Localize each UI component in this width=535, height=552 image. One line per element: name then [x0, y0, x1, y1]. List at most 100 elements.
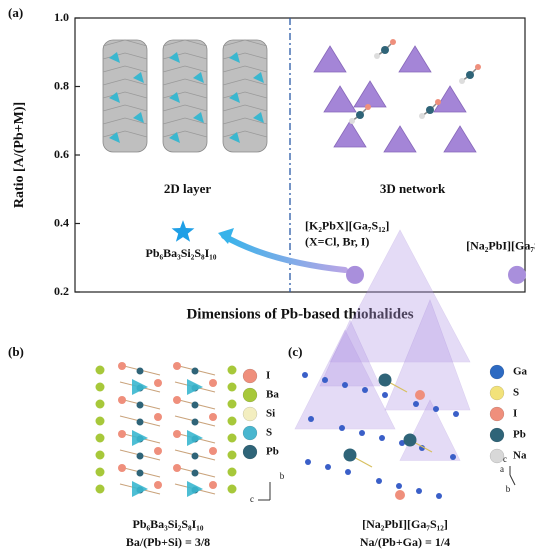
- atom: [305, 459, 311, 465]
- tetrahedron: [354, 81, 386, 107]
- axis-letter: c: [503, 454, 507, 464]
- legend-swatch: [490, 407, 504, 421]
- atom: [404, 434, 417, 447]
- panel-label: (b): [8, 344, 24, 359]
- atom: [475, 64, 481, 70]
- atom: [419, 113, 425, 119]
- legend-label: Na: [513, 450, 527, 462]
- y-tick-label: 0.8: [54, 78, 69, 92]
- atom: [459, 78, 465, 84]
- atom: [173, 464, 181, 472]
- atom: [228, 468, 237, 477]
- tetrahedron: [187, 379, 203, 395]
- circle-point: [508, 266, 526, 284]
- atom: [344, 449, 357, 462]
- tetrahedron: [334, 121, 366, 147]
- atom: [137, 402, 144, 409]
- point-note: (X=Cl, Br, I): [305, 235, 369, 249]
- atom: [192, 419, 199, 426]
- legend-label: I: [266, 370, 270, 382]
- legend-label: Si: [266, 408, 275, 420]
- axis-letter: c: [250, 494, 254, 504]
- legend-label: Pb: [513, 429, 526, 441]
- atom: [379, 435, 385, 441]
- atom: [362, 387, 368, 393]
- y-axis-label: Ratio [A/(Pb+M)]: [12, 102, 27, 208]
- atom: [426, 106, 434, 114]
- legend-label: Ga: [513, 366, 528, 378]
- tetrahedron: [324, 86, 356, 112]
- figure: (a) Ratio [A/(Pb+M)] Dimensions of Pb-ba…: [0, 0, 535, 552]
- atom: [376, 478, 382, 484]
- tetrahedron: [187, 481, 203, 497]
- atom: [382, 392, 388, 398]
- tetrahedron: [132, 379, 148, 395]
- atom: [228, 485, 237, 494]
- atom: [322, 377, 328, 383]
- atom: [413, 401, 419, 407]
- atom: [450, 454, 456, 460]
- structures: [96, 39, 516, 500]
- atom: [345, 469, 351, 475]
- atom: [173, 396, 181, 404]
- axis-letter: b: [506, 484, 511, 494]
- legend-label: I: [513, 408, 517, 420]
- atom: [228, 417, 237, 426]
- axis-indicator: [510, 466, 515, 485]
- star-point: [172, 220, 195, 242]
- y-tick-label: 0.2: [54, 284, 69, 298]
- atom: [96, 417, 105, 426]
- atom: [192, 470, 199, 477]
- atom: [96, 383, 105, 392]
- atom: [228, 451, 237, 460]
- axis-indicator: [258, 482, 270, 500]
- atom: [390, 39, 396, 45]
- atom: [154, 481, 162, 489]
- caption: Pb₆Ba₃Si₂S₈I₁₀: [133, 517, 204, 531]
- tetrahedron: [314, 46, 346, 72]
- atom: [453, 411, 459, 417]
- atom: [302, 372, 308, 378]
- legend-swatch: [243, 445, 257, 459]
- atom: [209, 413, 217, 421]
- atom: [416, 488, 422, 494]
- atom: [374, 53, 380, 59]
- tetrahedron: [399, 46, 431, 72]
- atom: [415, 390, 425, 400]
- atom: [154, 447, 162, 455]
- circle-point: [346, 266, 364, 284]
- legend-swatch: [243, 369, 257, 383]
- atom: [228, 400, 237, 409]
- caption: [Na₂PbI][Ga₇S₁₂]: [362, 517, 448, 531]
- tetrahedron: [187, 430, 203, 446]
- panel-label: (c): [288, 344, 302, 359]
- atom: [118, 430, 126, 438]
- legend-swatch: [243, 426, 257, 440]
- atom: [137, 368, 144, 375]
- atom: [96, 366, 105, 375]
- legend-swatch: [490, 365, 504, 379]
- region-label: 2D layer: [164, 181, 212, 196]
- atom: [395, 490, 405, 500]
- atom: [359, 430, 365, 436]
- atom: [433, 406, 439, 412]
- atom: [228, 434, 237, 443]
- atom: [154, 379, 162, 387]
- legend-swatch: [490, 428, 504, 442]
- atom: [435, 99, 441, 105]
- atom: [118, 464, 126, 472]
- atom: [96, 400, 105, 409]
- axis-letter: a: [500, 464, 504, 474]
- atom: [339, 425, 345, 431]
- point-label: [K₂PbX][Ga₇S₁₂]: [305, 219, 389, 233]
- atom: [228, 383, 237, 392]
- atom: [96, 434, 105, 443]
- atom: [396, 483, 402, 489]
- atom: [436, 493, 442, 499]
- point-label: [Na₂PbI][Ga₇S₁₂]: [466, 239, 535, 253]
- atom: [209, 447, 217, 455]
- atom: [192, 402, 199, 409]
- atom: [118, 396, 126, 404]
- atom: [154, 413, 162, 421]
- tetrahedron: [132, 481, 148, 497]
